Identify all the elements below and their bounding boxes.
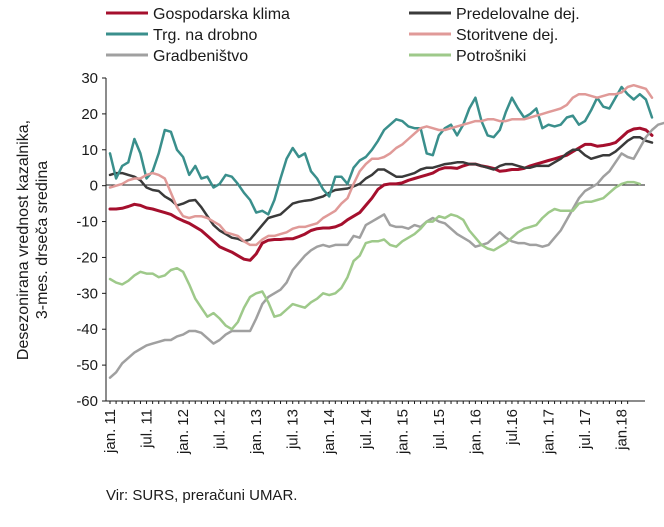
series-line xyxy=(108,180,642,331)
legend-label: Potrošniki xyxy=(456,48,526,65)
y-tick-label: -50 xyxy=(76,357,98,374)
y-tick-label: 30 xyxy=(81,70,98,87)
x-tick-label: jan. 13 xyxy=(248,409,265,455)
y-tick-label: 0 xyxy=(90,178,98,195)
series-lines xyxy=(108,83,664,379)
x-tick-label: jul. 15 xyxy=(431,409,448,450)
legend: Gospodarska klima Predelovalne dej. Trg. n… xyxy=(106,6,580,65)
legend-label: Predelovalne dej. xyxy=(456,6,580,23)
y-axis-title: Desezonirana vrednost kazalnika, 3-mes. d… xyxy=(15,120,51,360)
x-tick-label: jan. 16 xyxy=(467,409,484,455)
x-tick-label: jan. 15 xyxy=(394,409,411,455)
y-tick-label: -30 xyxy=(76,285,98,302)
series-line xyxy=(108,121,664,379)
y-tick-label: -10 xyxy=(76,214,98,231)
x-tick-label: jul. 12 xyxy=(212,409,229,450)
x-tick-label: jan.18 xyxy=(614,409,631,451)
series-line xyxy=(108,135,654,243)
legend-label: Gospodarska klima xyxy=(153,6,290,23)
axes xyxy=(105,78,645,402)
x-tick-label: jan. 12 xyxy=(175,409,192,455)
x-tick-label: jan. 14 xyxy=(321,409,338,455)
x-tick-label: jan. 11 xyxy=(102,409,119,454)
y-ticks: -60 -50 -40 -30 -20 -10 0 10 20 30 xyxy=(76,70,106,410)
x-tick-label: jul. 17 xyxy=(577,409,594,450)
y-tick-label: 20 xyxy=(81,106,98,123)
legend-label: Gradbeništvo xyxy=(153,48,248,65)
y-axis-title-line: 3-mes. drseča sredina xyxy=(34,161,51,319)
x-tick-label: jul. 13 xyxy=(285,409,302,450)
y-tick-label: 10 xyxy=(81,142,98,159)
series-line xyxy=(108,83,654,247)
legend-label: Storitvene dej. xyxy=(456,27,558,44)
x-ticks: jan. 11 jul. 11 jan. 12 jul. 12 jan. 13 jul. … xyxy=(102,401,631,455)
x-tick-label: jul. 14 xyxy=(358,409,375,450)
series-line xyxy=(108,85,654,216)
y-tick-label: -60 xyxy=(76,393,98,410)
y-axis-title-line: Desezonirana vrednost kazalnika, xyxy=(15,120,32,360)
x-tick-label: jan. 17 xyxy=(540,409,557,455)
y-tick-label: -40 xyxy=(76,321,98,338)
y-tick-label: -20 xyxy=(76,249,98,266)
x-tick-label: jul.16 xyxy=(504,409,521,446)
legend-label: Trg. na drobno xyxy=(153,27,257,44)
x-tick-label: jul. 11 xyxy=(139,409,156,449)
source-note: Vir: SURS, preračuni UMAR. xyxy=(106,487,298,504)
